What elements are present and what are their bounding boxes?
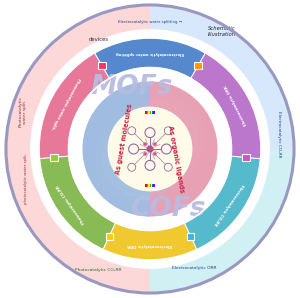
Circle shape [103, 122, 177, 196]
Text: photocatalytic water split.: photocatalytic water split. [24, 153, 28, 204]
Wedge shape [150, 81, 218, 217]
Wedge shape [94, 38, 206, 78]
FancyBboxPatch shape [242, 154, 250, 161]
Bar [150, 111, 152, 114]
Circle shape [70, 69, 230, 229]
Circle shape [31, 30, 269, 268]
Bar [150, 184, 152, 187]
Circle shape [95, 114, 185, 204]
FancyBboxPatch shape [50, 154, 58, 161]
Text: As organic ligands: As organic ligands [167, 125, 185, 193]
Bar [152, 111, 153, 114]
Wedge shape [39, 156, 116, 250]
Bar [148, 184, 150, 187]
Wedge shape [7, 149, 150, 292]
Text: MOFs: MOFs [91, 74, 173, 100]
Text: Electrocatalytic water splitting: Electrocatalytic water splitting [116, 51, 184, 55]
Bar [153, 184, 154, 187]
Text: Schematic
Illustration: Schematic Illustration [208, 27, 236, 37]
Wedge shape [150, 149, 293, 292]
Circle shape [147, 146, 153, 152]
Wedge shape [191, 53, 261, 159]
FancyBboxPatch shape [106, 233, 113, 240]
Text: Electrocatalytic CO₂RR: Electrocatalytic CO₂RR [213, 183, 245, 226]
Text: Electrocatalytic CO₂RR: Electrocatalytic CO₂RR [277, 111, 281, 157]
Text: COFs: COFs [130, 195, 206, 222]
Circle shape [99, 118, 181, 200]
Circle shape [108, 107, 192, 191]
Wedge shape [39, 53, 109, 159]
Bar [145, 111, 147, 114]
Text: Electrocatalytic water splitting →: Electrocatalytic water splitting → [118, 20, 182, 24]
Bar [147, 184, 148, 187]
Wedge shape [184, 156, 261, 250]
Text: Electrocatalytic ORR: Electrocatalytic ORR [128, 243, 172, 247]
Circle shape [144, 153, 146, 155]
Circle shape [119, 98, 201, 180]
Text: Photocatalytic
water split.: Photocatalytic water split. [19, 96, 27, 127]
Text: devices: devices [88, 37, 108, 42]
Circle shape [115, 94, 205, 184]
FancyBboxPatch shape [194, 62, 202, 69]
Text: Electrocatalytic ORR: Electrocatalytic ORR [172, 266, 217, 270]
Wedge shape [150, 81, 184, 149]
Circle shape [154, 143, 156, 145]
Text: Photocatalytic CO₂RR: Photocatalytic CO₂RR [75, 268, 122, 272]
Circle shape [123, 102, 197, 176]
Wedge shape [103, 223, 197, 260]
Bar [152, 184, 153, 187]
Bar [147, 111, 148, 114]
Bar [148, 111, 150, 114]
FancyBboxPatch shape [98, 62, 106, 69]
Circle shape [6, 5, 294, 293]
Text: As guest molecules: As guest molecules [115, 103, 134, 175]
Text: Photocatalytic CO₂RR: Photocatalytic CO₂RR [56, 184, 86, 225]
Bar [145, 184, 147, 187]
Bar [153, 111, 154, 114]
Wedge shape [82, 81, 150, 217]
Circle shape [144, 143, 146, 145]
Wedge shape [7, 6, 150, 149]
FancyBboxPatch shape [187, 233, 194, 240]
Wedge shape [116, 149, 150, 217]
Wedge shape [150, 6, 293, 149]
Text: Photocatalytic water split.: Photocatalytic water split. [50, 77, 80, 130]
Circle shape [154, 153, 156, 155]
Text: Electrocatalytic ORR: Electrocatalytic ORR [224, 84, 248, 126]
